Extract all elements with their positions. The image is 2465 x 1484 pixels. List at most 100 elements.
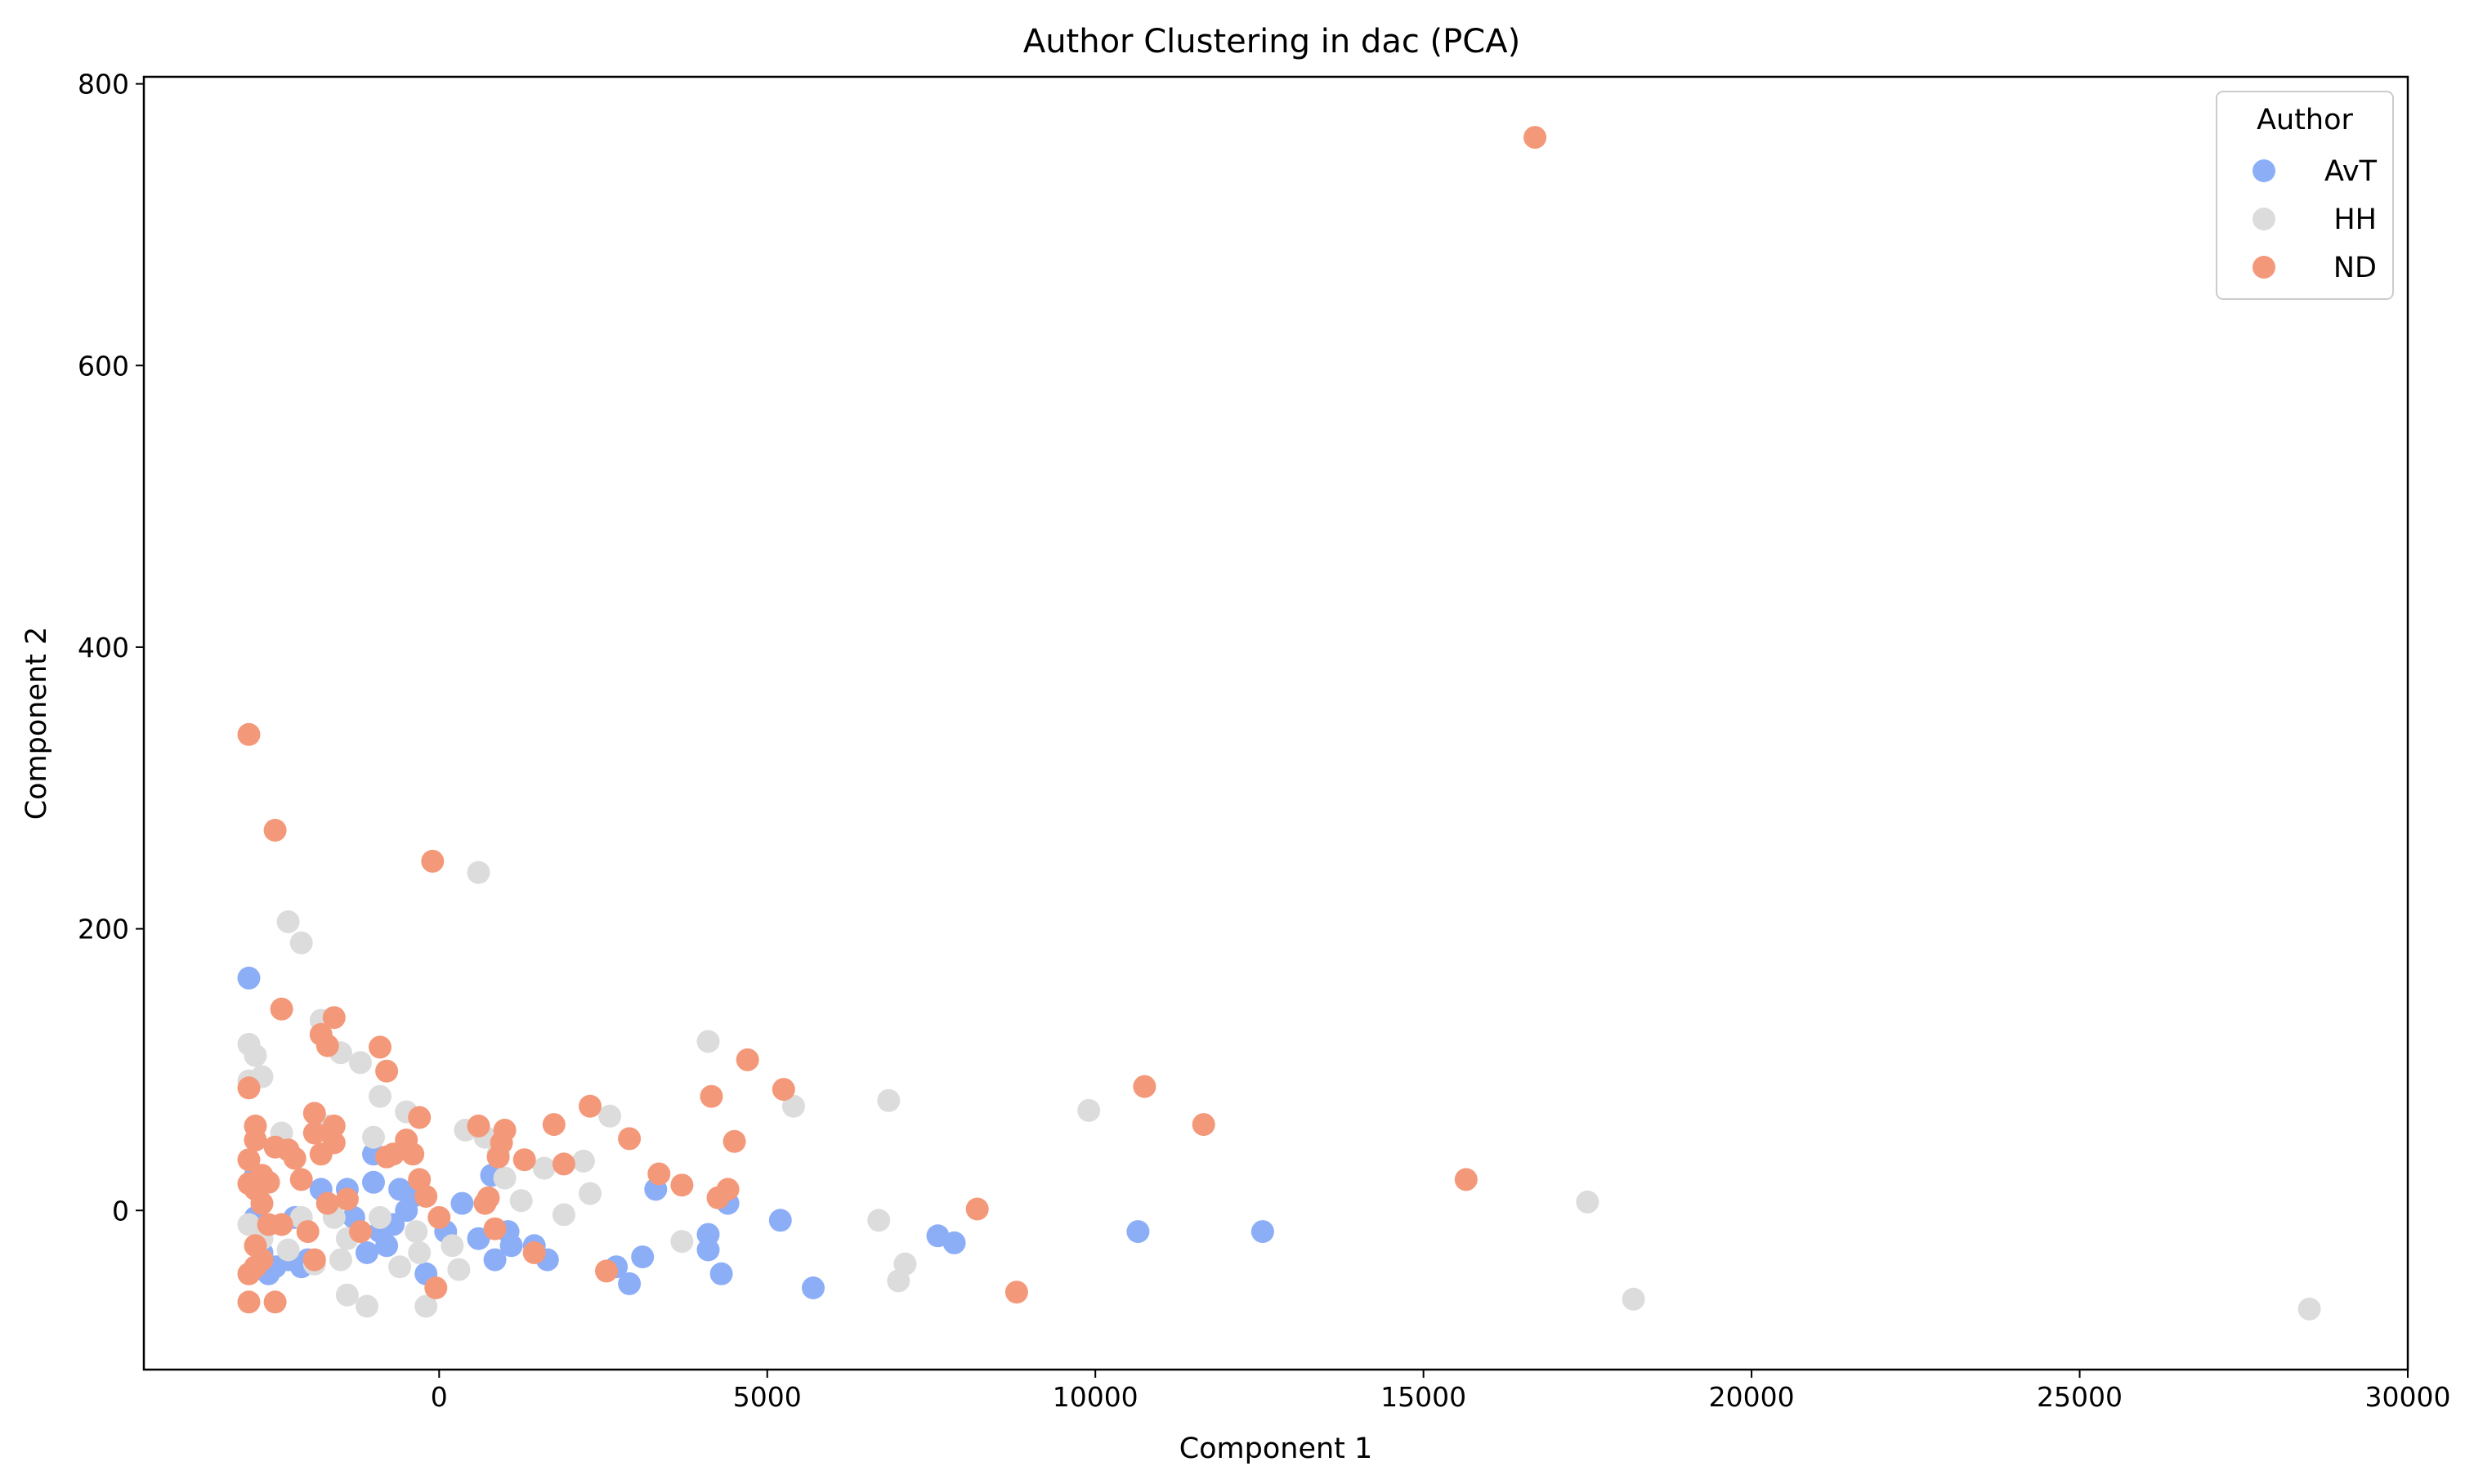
point-nd xyxy=(283,1147,306,1170)
point-hh xyxy=(369,1205,391,1229)
point-nd xyxy=(722,1129,746,1153)
point-nd xyxy=(237,1148,261,1172)
y-tick-label: 800 xyxy=(78,69,129,101)
point-nd xyxy=(237,1262,261,1285)
point-hh xyxy=(877,1088,901,1112)
point-hh xyxy=(1077,1098,1101,1122)
point-nd xyxy=(335,1187,359,1211)
point-nd xyxy=(302,1102,326,1125)
y-axis-label: Component 2 xyxy=(20,627,53,820)
point-nd xyxy=(476,1186,500,1209)
point-avt xyxy=(631,1245,655,1269)
point-avt xyxy=(696,1223,720,1246)
point-nd xyxy=(369,1035,391,1059)
legend: Author AvT HH ND xyxy=(2216,91,2394,300)
point-hh xyxy=(244,1044,267,1067)
point-hh xyxy=(408,1241,432,1264)
point-nd xyxy=(302,1248,326,1272)
point-nd xyxy=(322,1006,346,1030)
point-nd xyxy=(772,1078,795,1102)
point-hh xyxy=(349,1051,372,1075)
point-hh xyxy=(276,910,300,933)
point-nd xyxy=(322,1131,346,1155)
x-tick-label: 0 xyxy=(431,1381,448,1413)
point-avt xyxy=(467,1227,490,1250)
point-hh xyxy=(356,1294,378,1318)
point-nd xyxy=(302,1121,326,1145)
point-avt xyxy=(483,1248,507,1272)
point-hh xyxy=(781,1094,805,1118)
point-nd xyxy=(408,1106,432,1129)
point-nd xyxy=(315,1034,339,1057)
point-avt xyxy=(709,1262,733,1285)
point-avt xyxy=(1250,1220,1274,1244)
point-hh xyxy=(405,1220,428,1244)
point-nd xyxy=(647,1162,671,1186)
legend-box xyxy=(2216,91,2394,300)
point-nd xyxy=(414,1185,438,1208)
point-nd xyxy=(522,1241,546,1264)
point-nd xyxy=(270,1213,293,1236)
point-hh xyxy=(493,1166,517,1190)
point-hh xyxy=(670,1230,694,1254)
point-nd xyxy=(244,1129,267,1152)
point-nd xyxy=(1454,1168,1478,1191)
x-tick-label: 20000 xyxy=(1709,1381,1795,1413)
x-tick-label: 5000 xyxy=(733,1381,802,1413)
point-nd xyxy=(579,1094,602,1118)
point-nd xyxy=(401,1142,425,1166)
point-nd xyxy=(552,1152,575,1176)
point-nd xyxy=(1523,126,1547,150)
y-tick-label: 0 xyxy=(112,1195,129,1227)
point-avt xyxy=(768,1209,792,1232)
plot-frame xyxy=(142,75,2409,1371)
x-axis-label: Component 1 xyxy=(1179,1433,1373,1465)
y-tick-label: 400 xyxy=(78,632,129,664)
point-nd xyxy=(421,849,445,873)
point-hh xyxy=(867,1209,891,1232)
point-nd xyxy=(270,997,293,1021)
point-avt xyxy=(450,1191,474,1215)
point-nd xyxy=(618,1127,642,1151)
point-nd xyxy=(296,1220,320,1244)
point-avt xyxy=(618,1272,642,1295)
point-nd xyxy=(736,1048,759,1071)
point-hh xyxy=(362,1125,385,1149)
x-tick-label: 30000 xyxy=(2365,1381,2451,1413)
point-hh xyxy=(289,931,313,954)
point-hh xyxy=(329,1248,352,1272)
data-points xyxy=(237,126,2321,1321)
point-hh xyxy=(276,1238,300,1262)
point-nd xyxy=(315,1191,339,1215)
point-nd xyxy=(1192,1113,1215,1137)
point-nd xyxy=(493,1119,517,1142)
point-nd xyxy=(289,1168,313,1191)
legend-marker-hh xyxy=(2252,208,2275,230)
point-hh xyxy=(388,1255,412,1279)
y-tick-label: 600 xyxy=(78,350,129,382)
point-nd xyxy=(716,1178,740,1201)
point-hh xyxy=(532,1156,556,1180)
point-avt xyxy=(362,1170,385,1194)
x-tick-label: 10000 xyxy=(1053,1381,1139,1413)
point-nd xyxy=(670,1173,694,1197)
point-hh xyxy=(893,1252,917,1276)
point-avt xyxy=(1126,1220,1150,1244)
legend-title: Author xyxy=(2257,104,2353,136)
point-hh xyxy=(696,1030,720,1053)
point-nd xyxy=(1133,1075,1156,1098)
point-hh xyxy=(441,1234,464,1258)
legend-label-avt: AvT xyxy=(2324,155,2378,188)
point-avt xyxy=(375,1234,399,1258)
point-nd xyxy=(322,1114,346,1138)
point-nd xyxy=(237,722,261,746)
chart-title: Author Clustering in dac (PCA) xyxy=(1023,23,1520,60)
point-nd xyxy=(263,1290,287,1314)
point-hh xyxy=(447,1258,471,1281)
point-nd xyxy=(375,1059,399,1083)
point-nd xyxy=(595,1259,618,1283)
legend-marker-avt xyxy=(2252,159,2275,182)
point-hh xyxy=(467,860,490,884)
point-hh xyxy=(579,1182,602,1205)
